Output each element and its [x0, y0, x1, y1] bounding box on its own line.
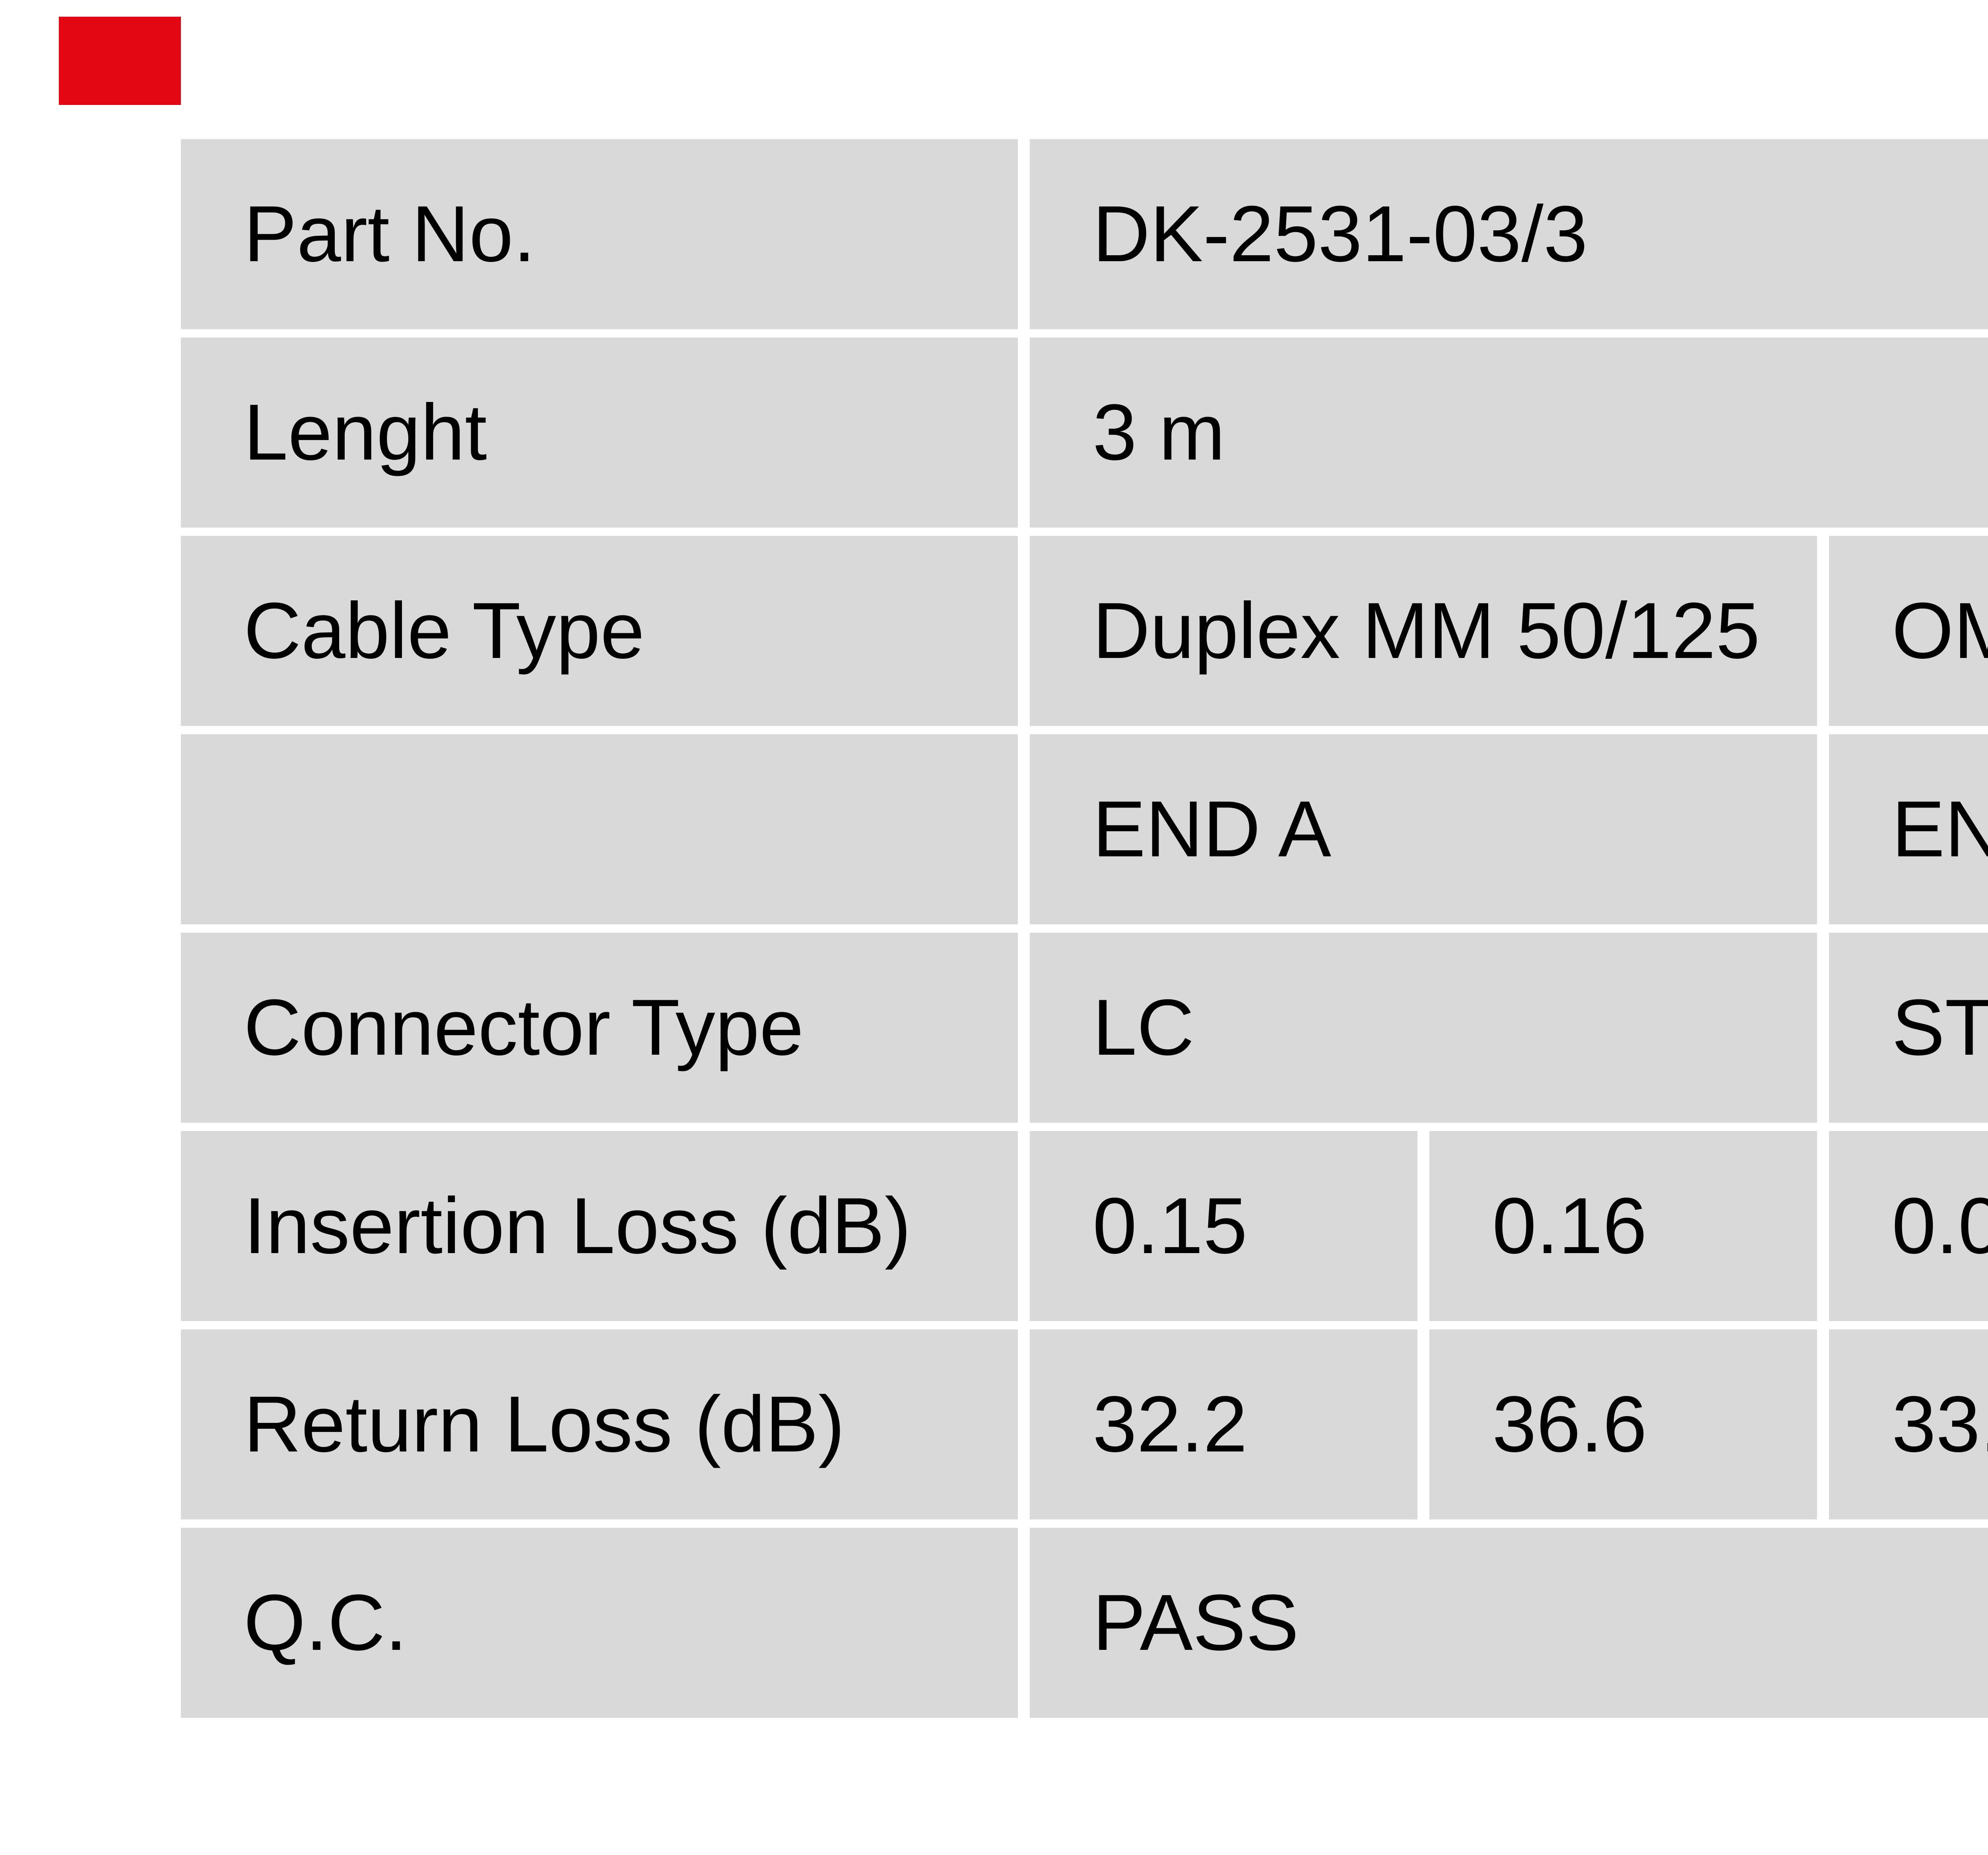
return-loss-end-b-1: 33.6 [1829, 1329, 1988, 1519]
return-loss-end-a-1: 32.2 [1030, 1329, 1417, 1519]
end-b-header: END B [1829, 734, 1988, 924]
end-a-header: END A [1030, 734, 1817, 924]
part-no-value: DK-2531-03/3 [1030, 139, 1988, 329]
part-no-label: Part No. [181, 139, 1018, 329]
length-value: 3 m [1030, 338, 1988, 528]
cable-type-value-a: Duplex MM 50/125 [1030, 536, 1817, 726]
connector-type-label: Connector Type [181, 933, 1018, 1123]
insertion-loss-end-a-2: 0.16 [1429, 1131, 1817, 1321]
qc-value: PASS [1030, 1528, 1988, 1718]
insertion-loss-end-b-1: 0.06 [1829, 1131, 1988, 1321]
return-loss-end-a-2: 36.6 [1429, 1329, 1817, 1519]
connector-type-value-b: ST [1829, 933, 1988, 1123]
insertion-loss-end-a-1: 0.15 [1030, 1131, 1417, 1321]
return-loss-label: Return Loss (dB) [181, 1329, 1018, 1519]
insertion-loss-label: Insertion Loss (dB) [181, 1131, 1018, 1321]
cable-type-value-b: OM3 LSZH [1829, 536, 1988, 726]
qc-label: Q.C. [181, 1528, 1018, 1718]
length-label: Lenght [181, 338, 1018, 528]
cable-type-label: Cable Type [181, 536, 1018, 726]
spec-table: Part No. DK-2531-03/3 Lenght 3 m Cable T… [181, 139, 1988, 1718]
connector-type-value-a: LC [1030, 933, 1817, 1123]
red-accent-square [59, 17, 181, 105]
end-header-empty-label [181, 734, 1018, 924]
